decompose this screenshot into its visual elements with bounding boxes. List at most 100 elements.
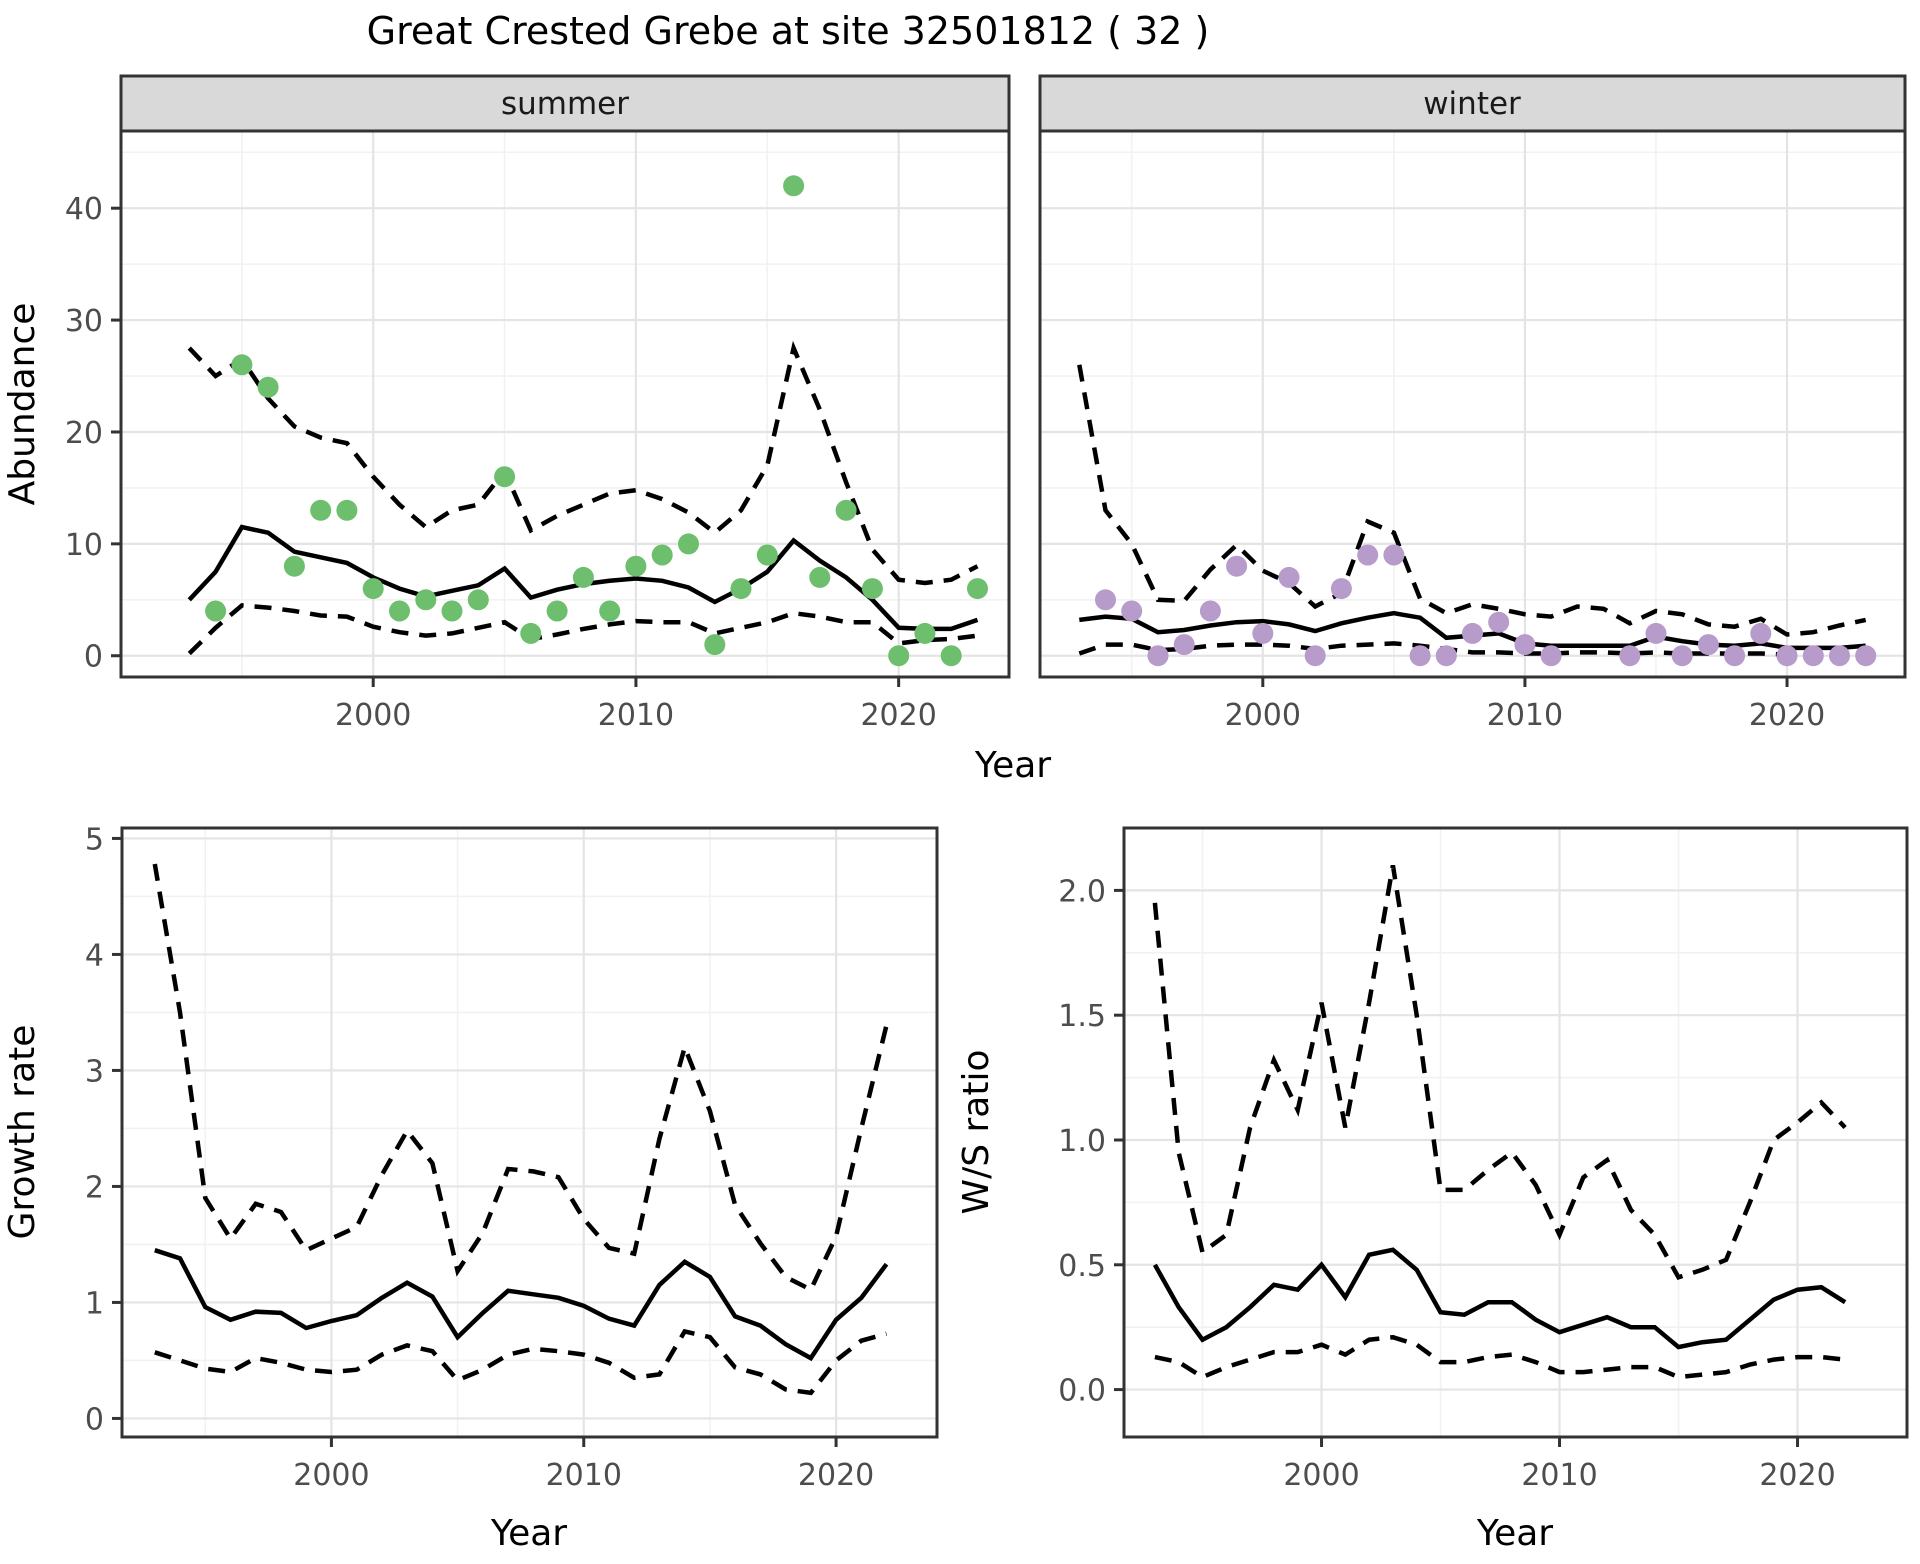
- x-tick-label: 2000: [1283, 1458, 1359, 1493]
- x-axis-title-year-growth: Year: [490, 1513, 567, 1554]
- y-tick-label: 20: [65, 416, 103, 451]
- data-point-winter: [1252, 622, 1274, 644]
- data-point-winter: [1619, 645, 1641, 667]
- y-axis-title-abundance: Abundance: [2, 303, 43, 506]
- data-point-winter: [1488, 611, 1510, 633]
- y-tick-label: 0.5: [1058, 1249, 1106, 1284]
- facet-strips: summer winter: [119, 74, 1907, 133]
- data-point-summer: [283, 555, 305, 577]
- data-point-winter: [1199, 600, 1221, 622]
- data-point-winter: [1540, 645, 1562, 667]
- data-point-winter: [1409, 645, 1431, 667]
- data-point-winter: [1750, 622, 1772, 644]
- y-tick-label: 10: [65, 528, 103, 563]
- fit-solid-line-growth: [154, 1248, 889, 1362]
- data-point-summer: [572, 566, 594, 588]
- data-point-summer: [914, 622, 936, 644]
- y-tick-label: 40: [65, 192, 103, 227]
- y-tick-label: 1.5: [1058, 999, 1106, 1034]
- data-point-winter: [1304, 645, 1326, 667]
- data-point-winter: [1724, 645, 1746, 667]
- x-tick-label: 2010: [1487, 698, 1563, 733]
- data-point-summer: [888, 645, 910, 667]
- panel-background-ws: [1124, 828, 1907, 1437]
- ci-upper-dashed-line-growth: [152, 863, 889, 1293]
- data-point-winter: [1147, 645, 1169, 667]
- ci-lower-dashed-line-growth: [154, 1328, 888, 1396]
- data-point-summer: [783, 175, 805, 197]
- data-point-winter: [1802, 645, 1824, 667]
- facet-strip-summer: [119, 74, 1011, 133]
- fit-solid-line-ws: [1152, 1247, 1847, 1350]
- panel-background-growth: [122, 828, 937, 1437]
- data-point-winter: [1435, 645, 1457, 667]
- x-tick-label: 2020: [1759, 1458, 1835, 1493]
- data-point-summer: [467, 589, 489, 611]
- data-point-winter: [1671, 645, 1693, 667]
- data-point-winter: [1697, 634, 1719, 656]
- ci-lower-dashed-line-ws: [1154, 1334, 1846, 1380]
- y-axis-title-growth-rate: Growth rate: [2, 1025, 43, 1240]
- ci-lower-dashed-line-summer: [187, 603, 978, 656]
- data-point-summer: [520, 622, 542, 644]
- data-point-winter: [1278, 566, 1300, 588]
- data-point-summer: [310, 499, 332, 521]
- data-point-winter: [1645, 622, 1667, 644]
- data-point-winter: [1383, 544, 1405, 566]
- ci-upper-dashed-line-ws: [1152, 865, 1847, 1280]
- y-tick-label: 0: [85, 1402, 104, 1437]
- facet-strip-winter: [1038, 74, 1907, 133]
- y-tick-label: 30: [65, 304, 103, 339]
- facet-strip-label-summer: summer: [501, 86, 629, 122]
- data-point-winter: [1357, 544, 1379, 566]
- panel-border-growth: [120, 826, 939, 1439]
- y-tick-label: 2.0: [1058, 874, 1106, 909]
- x-tick-label: 2010: [1521, 1458, 1597, 1493]
- data-point-summer: [809, 566, 831, 588]
- y-tick-label: 5: [85, 822, 104, 857]
- data-point-summer: [599, 600, 621, 622]
- y-tick-label: 3: [85, 1054, 104, 1089]
- panel-background-winter: [1040, 131, 1905, 677]
- y-tick-label: 2: [85, 1170, 104, 1205]
- data-point-winter: [1514, 634, 1536, 656]
- data-point-summer: [625, 555, 647, 577]
- x-tick-label: 2000: [335, 698, 411, 733]
- data-point-summer: [704, 634, 726, 656]
- y-axis-title-ws-ratio: W/S ratio: [956, 1049, 997, 1214]
- data-point-summer: [257, 376, 279, 398]
- ci-upper-dashed-line-summer: [187, 340, 979, 586]
- data-point-summer: [756, 544, 778, 566]
- panel-border-winter: [1038, 129, 1907, 679]
- data-point-summer: [861, 578, 883, 600]
- y-tick-label: 0: [84, 640, 103, 675]
- x-tick-label: 2010: [598, 698, 674, 733]
- x-tick-label: 2010: [546, 1458, 622, 1493]
- data-point-winter: [1121, 600, 1143, 622]
- data-point-summer: [835, 499, 857, 521]
- data-point-summer: [940, 645, 962, 667]
- data-point-winter: [1462, 622, 1483, 644]
- x-tick-label: 2020: [798, 1458, 874, 1493]
- y-tick-label: 1: [85, 1286, 104, 1321]
- x-axis-title-year-ws: Year: [1476, 1513, 1553, 1554]
- data-point-winter: [1829, 645, 1850, 667]
- data-point-summer: [362, 578, 384, 600]
- facet-strip-label-winter: winter: [1423, 86, 1521, 122]
- y-tick-label: 1.0: [1058, 1124, 1106, 1159]
- data-point-winter: [1330, 578, 1352, 600]
- data-point-summer: [205, 600, 227, 622]
- ci-upper-dashed-line-winter: [1077, 364, 1867, 637]
- data-point-summer: [651, 544, 673, 566]
- data-point-winter: [1173, 634, 1195, 656]
- data-point-winter: [1095, 589, 1116, 611]
- data-point-summer: [231, 354, 253, 376]
- data-point-summer: [678, 533, 699, 555]
- data-point-winter: [1855, 645, 1877, 667]
- data-point-summer: [494, 466, 516, 488]
- x-tick-label: 2020: [1749, 698, 1825, 733]
- x-axis-title-year-top: Year: [974, 745, 1051, 786]
